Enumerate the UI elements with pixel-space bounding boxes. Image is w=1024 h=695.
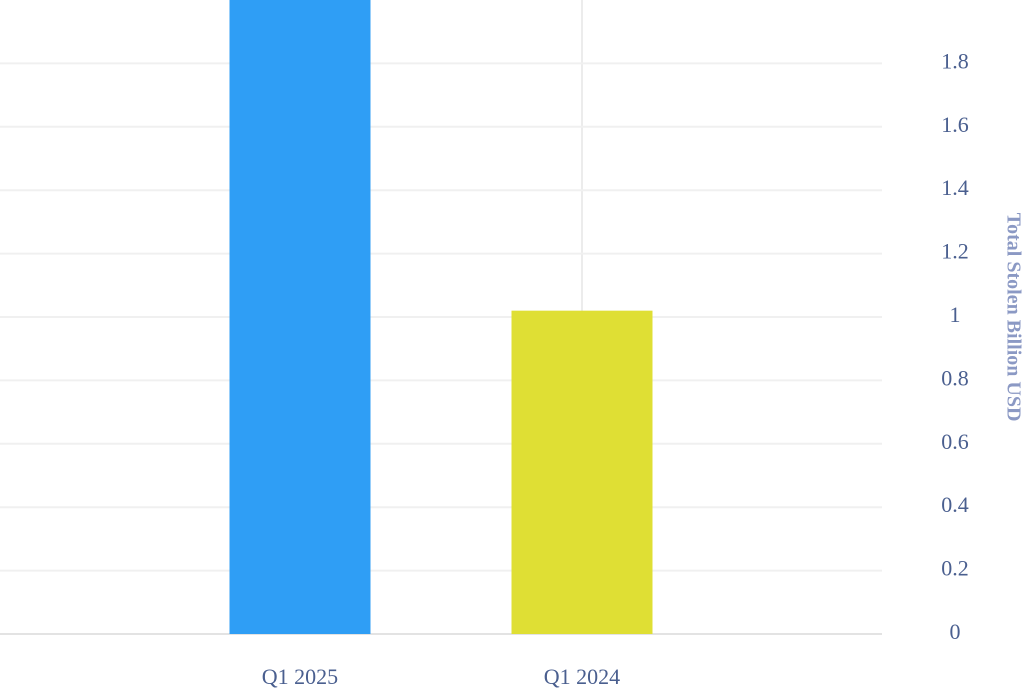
y-axis-title: Total Stolen Billion USD — [1002, 213, 1024, 422]
y-tick-label: 0.2 — [941, 556, 969, 581]
y-tick-label: 1.8 — [941, 48, 969, 73]
y-tick-label: 1.4 — [941, 175, 969, 200]
x-tick-label: Q1 2024 — [544, 664, 620, 689]
y-tick-label: 0.4 — [941, 492, 969, 517]
y-tick-label: 1 — [950, 302, 961, 327]
y-tick-label: 0.6 — [941, 429, 969, 454]
bar — [229, 0, 371, 634]
y-tick-label: 1.2 — [941, 239, 969, 264]
y-tick-label: 1.6 — [941, 112, 969, 137]
y-tick-label: 0.8 — [941, 365, 969, 390]
x-tick-label: Q1 2025 — [262, 664, 338, 689]
y-tick-label: 0 — [950, 619, 961, 644]
bar — [511, 310, 653, 634]
